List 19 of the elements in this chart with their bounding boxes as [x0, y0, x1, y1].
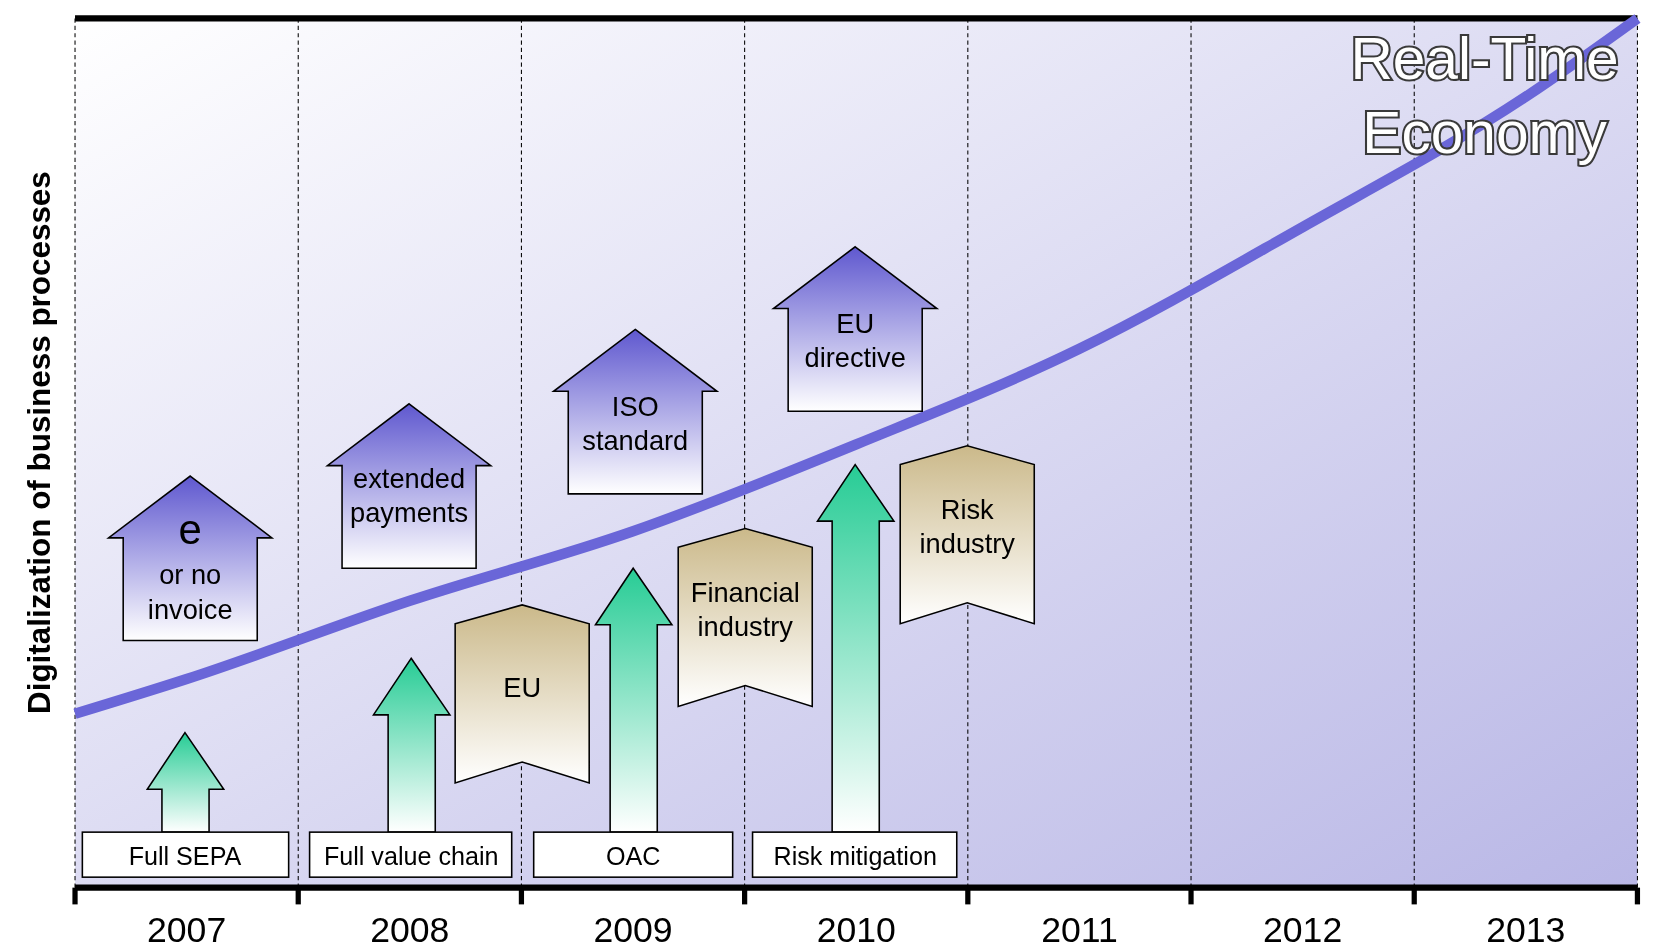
x-tick-label: 2009: [593, 909, 673, 950]
x-tick-label: 2008: [370, 909, 450, 950]
annotation: EU directive: [804, 307, 906, 374]
x-tick-label: 2013: [1486, 909, 1566, 950]
annotation: Full SEPA: [128, 842, 242, 871]
annotation: OAC: [605, 842, 661, 871]
x-tick-label: 2007: [147, 909, 227, 950]
x-tick-label: 2012: [1263, 909, 1343, 950]
annotation: ISO standard: [582, 391, 689, 456]
x-tick-label: 2011: [1041, 909, 1118, 950]
annotation: Risk mitigation: [773, 842, 937, 871]
annotation: Risk industry: [919, 494, 1016, 559]
annotation: Financial industry: [690, 576, 800, 643]
y-axis-title: Digitalization of business processes: [21, 171, 57, 714]
annotation: Full value chain: [323, 842, 499, 871]
annotation: EU: [503, 672, 542, 704]
annotation: extended payments: [350, 462, 469, 529]
x-tick-label: 2010: [816, 909, 896, 950]
annotation: e or no invoice: [147, 506, 233, 625]
